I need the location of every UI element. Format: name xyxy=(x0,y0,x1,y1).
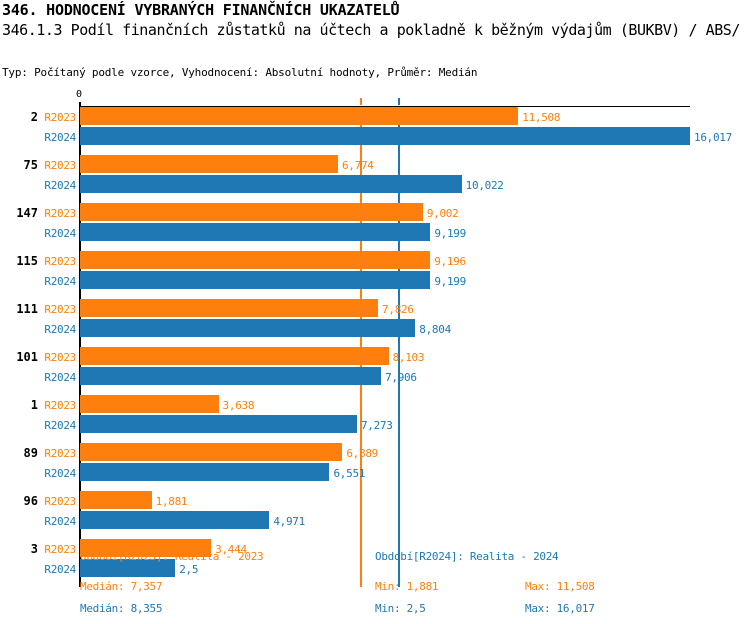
bar-value-label: 11,508 xyxy=(522,111,561,124)
bar-r2023[interactable] xyxy=(80,155,338,173)
bar-value-label: 6,889 xyxy=(346,447,378,460)
max-stat-r2024: Max: 16,017 xyxy=(525,602,595,615)
bar-r2024[interactable] xyxy=(80,127,690,145)
series-label-r2024: R2024 xyxy=(44,227,76,240)
x-axis-tick-label-0: 0 xyxy=(76,89,83,100)
bar-value-label: 16,017 xyxy=(694,131,732,144)
category-label: 3 xyxy=(30,542,38,556)
series-label-r2024: R2024 xyxy=(44,179,76,192)
series-label-r2023: R2023 xyxy=(44,399,76,412)
bar-value-label: 4,971 xyxy=(273,515,305,528)
category-label: 75 xyxy=(23,158,38,172)
series-label-r2024: R2024 xyxy=(44,323,76,336)
series-label-r2024: R2024 xyxy=(44,467,76,480)
series-label-r2024: R2024 xyxy=(44,275,76,288)
min-stat-r2024: Min: 2,5 xyxy=(375,602,426,615)
series-label-r2023: R2023 xyxy=(44,111,76,124)
series-label-r2023: R2023 xyxy=(44,255,76,268)
bar-value-label: 2,5 xyxy=(179,563,199,576)
category-label: 89 xyxy=(23,446,38,460)
series-label-r2023: R2023 xyxy=(44,495,76,508)
y-axis-line xyxy=(79,102,81,587)
bar-chart-plot: 0 2 R2023 11,508 R2024 16,017 75 R2023 6,774 R202… xyxy=(0,89,750,587)
bar-r2024[interactable] xyxy=(80,415,357,433)
bar-r2024[interactable] xyxy=(80,175,462,193)
median-ref-line-r2024 xyxy=(398,107,401,587)
category-label: 96 xyxy=(23,494,38,508)
bar-r2023[interactable] xyxy=(80,347,389,365)
series-label-r2023: R2023 xyxy=(44,207,76,220)
bar-r2023[interactable] xyxy=(80,395,219,413)
page-title: 346. HODNOCENÍ VYBRANÝCH FINANČNÍCH UKAZ… xyxy=(2,1,400,19)
bar-r2024[interactable] xyxy=(80,367,382,385)
bar-r2024[interactable] xyxy=(80,559,176,577)
median-stat-r2023: Medián: 7,357 xyxy=(80,580,163,593)
bar-value-label: 10,022 xyxy=(465,179,504,192)
bar-value-label: 1,881 xyxy=(155,495,188,508)
bar-value-label: 6,551 xyxy=(333,467,366,480)
bar-value-label: 7,906 xyxy=(385,371,417,384)
bar-value-label: 8,804 xyxy=(419,323,451,336)
bar-value-label: 6,774 xyxy=(341,159,374,172)
bar-r2023[interactable] xyxy=(80,299,379,317)
chart-top-axis-line xyxy=(80,106,690,107)
series-label-r2024: R2024 xyxy=(44,131,76,144)
series-label-r2023: R2023 xyxy=(44,351,76,364)
bar-r2023[interactable] xyxy=(80,539,212,557)
legend-item-r2023[interactable]: Období[R2023]: Realita - 2023 xyxy=(80,550,264,563)
bar-value-label: 3,444 xyxy=(215,543,247,556)
bar-r2024[interactable] xyxy=(80,511,270,529)
chart-meta-line: Typ: Počítaný podle vzorce, Vyhodnocení:… xyxy=(2,66,478,79)
bar-r2024[interactable] xyxy=(80,463,330,481)
series-label-r2023: R2023 xyxy=(44,447,76,460)
series-label-r2024: R2024 xyxy=(44,515,76,528)
bar-r2024[interactable] xyxy=(80,223,431,241)
bar-value-label: 9,199 xyxy=(434,227,466,240)
bar-r2024[interactable] xyxy=(80,319,416,337)
bar-r2023[interactable] xyxy=(80,443,343,461)
series-label-r2023: R2023 xyxy=(44,159,76,172)
bar-value-label: 3,638 xyxy=(222,399,255,412)
category-label: 2 xyxy=(30,110,38,124)
bar-r2023[interactable] xyxy=(80,203,423,221)
bar-value-label: 9,199 xyxy=(434,275,466,288)
series-label-r2023: R2023 xyxy=(44,543,76,556)
category-label: 147 xyxy=(16,206,38,220)
series-label-r2024: R2024 xyxy=(44,371,76,384)
legend-item-r2024[interactable]: Období[R2024]: Realita - 2024 xyxy=(375,550,559,563)
page-subtitle: 346.1.3 Podíl finančních zůstatků na účt… xyxy=(2,21,740,39)
max-stat-r2023: Max: 11,508 xyxy=(525,580,595,593)
bar-value-label: 9,196 xyxy=(434,255,466,268)
category-label: 1 xyxy=(30,398,38,412)
min-stat-r2023: Min: 1,881 xyxy=(375,580,439,593)
bar-value-label: 8,103 xyxy=(392,351,425,364)
median-stat-r2024: Medián: 8,355 xyxy=(80,602,163,615)
bar-value-label: 7,273 xyxy=(360,419,393,432)
bar-r2024[interactable] xyxy=(80,271,431,289)
bar-r2023[interactable] xyxy=(80,491,152,509)
bar-value-label: 9,002 xyxy=(426,207,459,220)
bar-r2023[interactable] xyxy=(80,107,519,125)
series-label-r2024: R2024 xyxy=(44,419,76,432)
category-label: 115 xyxy=(16,254,38,268)
category-label: 101 xyxy=(16,350,38,364)
series-label-r2023: R2023 xyxy=(44,303,76,316)
median-ref-tick-r2024 xyxy=(398,98,401,105)
bar-value-label: 7,826 xyxy=(382,303,414,316)
bar-r2023[interactable] xyxy=(80,251,431,269)
median-ref-tick-r2023 xyxy=(360,98,363,105)
series-label-r2024: R2024 xyxy=(44,563,76,576)
category-label: 111 xyxy=(16,302,38,316)
